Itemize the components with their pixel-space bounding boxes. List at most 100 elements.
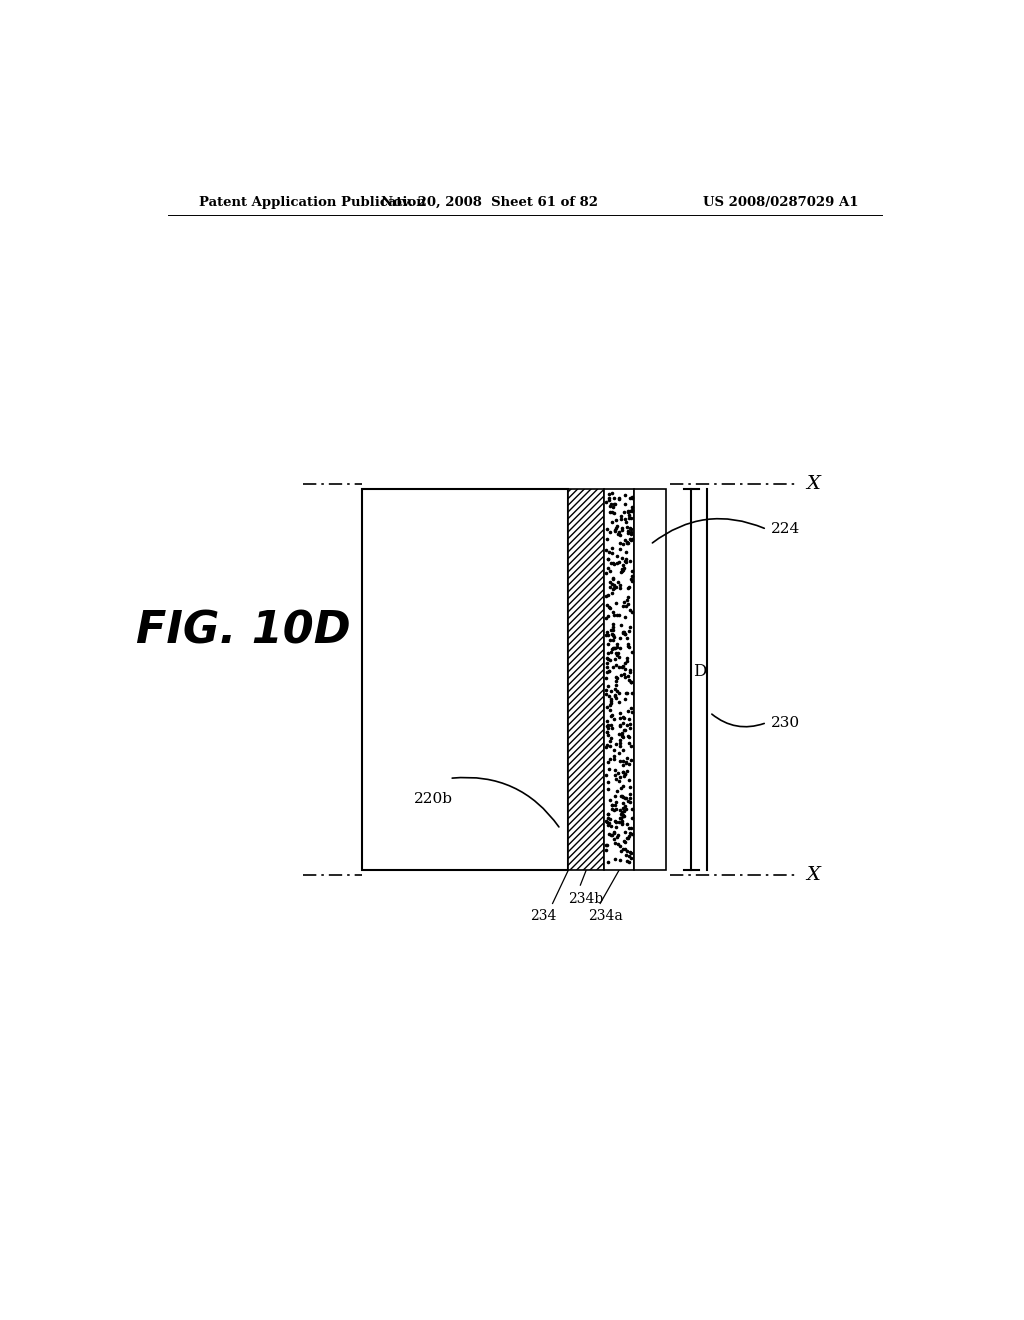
Point [620,586,636,607]
Point [600,648,616,669]
Point [603,690,620,711]
Point [612,785,629,807]
Point [608,655,625,676]
Point [609,680,626,701]
Point [606,739,623,760]
Point [615,554,632,576]
Point [607,733,624,754]
Point [616,508,633,529]
Point [605,568,622,589]
Point [610,834,627,855]
Text: FIG. 10D: FIG. 10D [136,610,350,652]
Point [600,549,616,570]
Point [606,494,623,515]
Point [618,747,635,768]
Point [623,672,639,693]
Point [602,619,618,640]
Point [612,715,629,737]
Point [625,799,641,820]
Point [614,797,631,818]
Point [616,591,633,612]
Point [624,602,640,623]
Point [606,519,623,540]
Point [612,799,629,820]
Point [598,562,614,583]
Point [606,648,623,669]
Point [617,688,634,709]
Point [611,627,628,648]
Point [614,560,631,581]
Point [618,552,635,573]
Point [599,722,615,743]
Point [608,768,625,789]
Point [606,810,623,832]
Point [600,779,616,800]
Point [622,713,638,734]
Point [600,808,616,829]
Point [620,532,636,553]
Point [621,635,637,656]
Point [611,812,628,833]
Point [621,725,637,746]
Point [605,605,622,626]
Point [607,817,624,838]
Point [602,598,618,619]
Text: 234b: 234b [568,892,604,907]
Point [617,752,634,774]
Point [606,828,623,849]
Point [615,622,632,643]
Point [610,642,627,663]
Point [617,799,634,820]
Point [608,812,625,833]
Point [614,838,631,859]
Bar [604,488,634,870]
Point [616,800,633,821]
Point [607,785,624,807]
Point [620,531,636,552]
Point [607,795,624,816]
Point [613,725,630,746]
Point [605,638,622,659]
Point [603,642,620,663]
Point [610,743,627,764]
Point [599,710,615,731]
Point [606,638,623,659]
Point [599,656,615,677]
Point [608,799,625,820]
Point [615,830,632,851]
Point [612,803,629,824]
Point [621,851,637,873]
Point [613,785,630,807]
Point [604,537,621,558]
Point [599,549,615,570]
Point [603,816,620,837]
Point [605,578,622,599]
Point [607,494,624,515]
Point [616,494,633,515]
Point [622,791,638,812]
Point [620,813,636,834]
Point [612,578,629,599]
Point [611,524,628,545]
Point [607,792,624,813]
Point [616,624,633,645]
Point [624,735,640,756]
Point [620,500,636,521]
Point [622,845,638,866]
Point [611,488,628,510]
Point [609,826,626,847]
Point [614,803,631,824]
Point [600,606,616,627]
Point [604,543,621,564]
Point [623,750,639,771]
Point [612,841,629,862]
Point [604,512,621,533]
Point [622,817,638,838]
Point [599,722,615,743]
Point [615,664,632,685]
Point [609,552,626,573]
Point [602,692,618,713]
Point [614,792,631,813]
Point [604,623,621,644]
Bar [568,488,604,870]
